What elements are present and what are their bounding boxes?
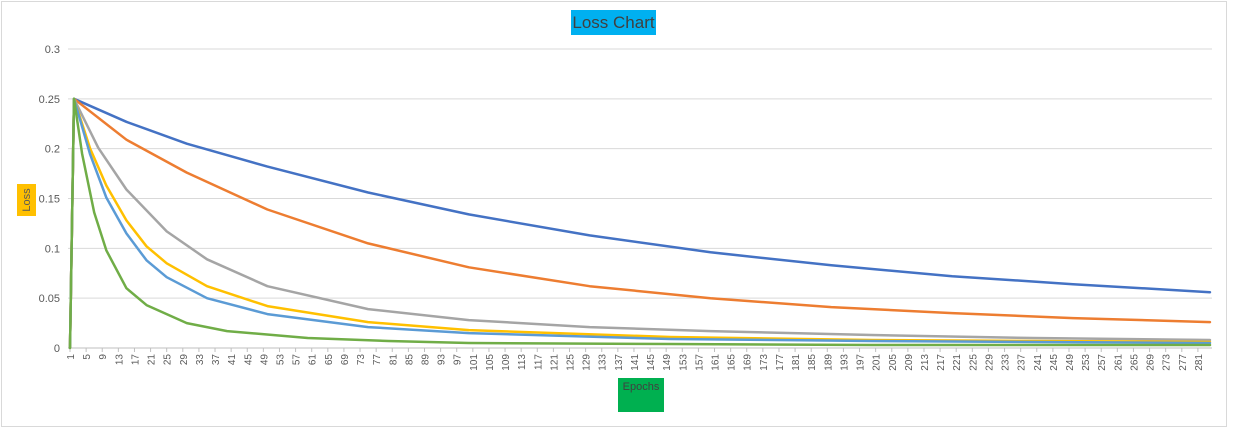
x-tick-label: 77 bbox=[372, 354, 383, 366]
x-tick-label: 73 bbox=[356, 354, 367, 366]
x-tick-label: 273 bbox=[1162, 354, 1173, 371]
x-tick-label: 145 bbox=[646, 354, 657, 371]
x-tick-label: 21 bbox=[147, 354, 158, 366]
x-tick-label: 185 bbox=[807, 354, 818, 371]
x-tick-label: 125 bbox=[566, 354, 577, 371]
x-tick-label: 261 bbox=[1113, 354, 1124, 371]
series-line-1 bbox=[68, 97, 1212, 350]
x-tick-label: 141 bbox=[630, 354, 641, 371]
x-tick-label: 105 bbox=[485, 354, 496, 371]
x-tick-label: 233 bbox=[1001, 354, 1012, 371]
y-tick-label: 0.1 bbox=[45, 243, 60, 255]
x-tick-label: 41 bbox=[227, 354, 238, 366]
x-tick-label: 249 bbox=[1065, 354, 1076, 371]
x-tick-label: 165 bbox=[727, 354, 738, 371]
x-tick-label: 193 bbox=[839, 354, 850, 371]
x-tick-label: 97 bbox=[453, 354, 464, 366]
y-tick-label: 0.05 bbox=[39, 293, 60, 305]
x-tick-label: 229 bbox=[984, 354, 995, 371]
x-tick-label: 237 bbox=[1017, 354, 1028, 371]
x-tick-label: 129 bbox=[582, 354, 593, 371]
x-tick-label: 101 bbox=[469, 354, 480, 371]
y-tick-label: 0.25 bbox=[39, 94, 60, 106]
chart-area bbox=[1, 1, 1227, 427]
x-tick-label: 17 bbox=[130, 354, 141, 366]
x-tick-label: 213 bbox=[920, 354, 931, 371]
x-tick-label: 205 bbox=[888, 354, 899, 371]
x-tick-label: 33 bbox=[195, 354, 206, 366]
x-tick-label: 181 bbox=[791, 354, 802, 371]
x-tick-label: 209 bbox=[904, 354, 915, 371]
x-tick-label: 137 bbox=[614, 354, 625, 371]
x-tick-label: 1 bbox=[66, 354, 77, 360]
x-tick-label: 281 bbox=[1194, 354, 1205, 371]
x-tick-label: 81 bbox=[388, 354, 399, 366]
series-line-5 bbox=[68, 97, 1212, 350]
x-tick-label: 161 bbox=[711, 354, 722, 371]
x-tick-label: 113 bbox=[517, 354, 528, 370]
x-axis-title: Epochs bbox=[618, 378, 664, 412]
y-axis-title-text: Loss bbox=[20, 188, 33, 212]
x-tick-label: 25 bbox=[163, 354, 174, 366]
x-tick-label: 257 bbox=[1097, 354, 1108, 371]
x-tick-label: 93 bbox=[437, 354, 448, 366]
x-tick-label: 225 bbox=[968, 354, 979, 371]
x-tick-label: 85 bbox=[404, 354, 415, 366]
x-tick-label: 45 bbox=[243, 354, 254, 366]
x-tick-label: 29 bbox=[179, 354, 190, 366]
x-tick-label: 197 bbox=[856, 354, 867, 371]
x-tick-label: 269 bbox=[1146, 354, 1157, 371]
x-tick-label: 169 bbox=[743, 354, 754, 371]
x-tick-label: 121 bbox=[549, 354, 560, 371]
x-tick-label: 221 bbox=[952, 354, 963, 371]
x-tick-label: 65 bbox=[324, 354, 335, 366]
series-line-3 bbox=[68, 97, 1212, 350]
x-tick-label: 149 bbox=[662, 354, 673, 371]
y-tick-label: 0.3 bbox=[45, 44, 60, 56]
x-tick-label: 57 bbox=[292, 354, 303, 366]
x-tick-label: 49 bbox=[259, 354, 270, 366]
x-tick-label: 61 bbox=[308, 354, 319, 366]
x-tick-label: 5 bbox=[82, 354, 93, 360]
x-tick-label: 277 bbox=[1178, 354, 1189, 371]
x-tick-label: 117 bbox=[533, 354, 544, 370]
x-tick-label: 9 bbox=[98, 354, 109, 360]
x-tick-label: 89 bbox=[420, 354, 431, 366]
x-tick-label: 189 bbox=[823, 354, 834, 371]
x-tick-label: 253 bbox=[1081, 354, 1092, 371]
series-line-4 bbox=[68, 97, 1212, 350]
x-tick-label: 157 bbox=[694, 354, 705, 371]
x-tick-label: 133 bbox=[598, 354, 609, 371]
x-tick-label: 173 bbox=[759, 354, 770, 371]
x-tick-label: 177 bbox=[775, 354, 786, 371]
x-tick-label: 241 bbox=[1033, 354, 1044, 371]
series-line-6 bbox=[68, 97, 1212, 350]
y-axis-title: Loss bbox=[17, 184, 36, 216]
x-tick-label: 201 bbox=[872, 354, 883, 371]
x-tick-label: 13 bbox=[114, 354, 125, 366]
x-tick-label: 69 bbox=[340, 354, 351, 366]
series-line-2 bbox=[68, 97, 1212, 350]
x-tick-label: 217 bbox=[936, 354, 947, 371]
x-tick-label: 37 bbox=[211, 354, 222, 366]
x-tick-label: 153 bbox=[678, 354, 689, 371]
x-tick-label: 245 bbox=[1049, 354, 1060, 371]
y-tick-label: 0.2 bbox=[45, 144, 60, 156]
x-tick-label: 265 bbox=[1129, 354, 1140, 371]
chart-title: Loss Chart bbox=[571, 10, 656, 35]
x-tick-label: 53 bbox=[275, 354, 286, 366]
y-tick-label: 0 bbox=[54, 343, 60, 355]
x-tick-label: 109 bbox=[501, 354, 512, 371]
y-tick-label: 0.15 bbox=[39, 194, 60, 206]
